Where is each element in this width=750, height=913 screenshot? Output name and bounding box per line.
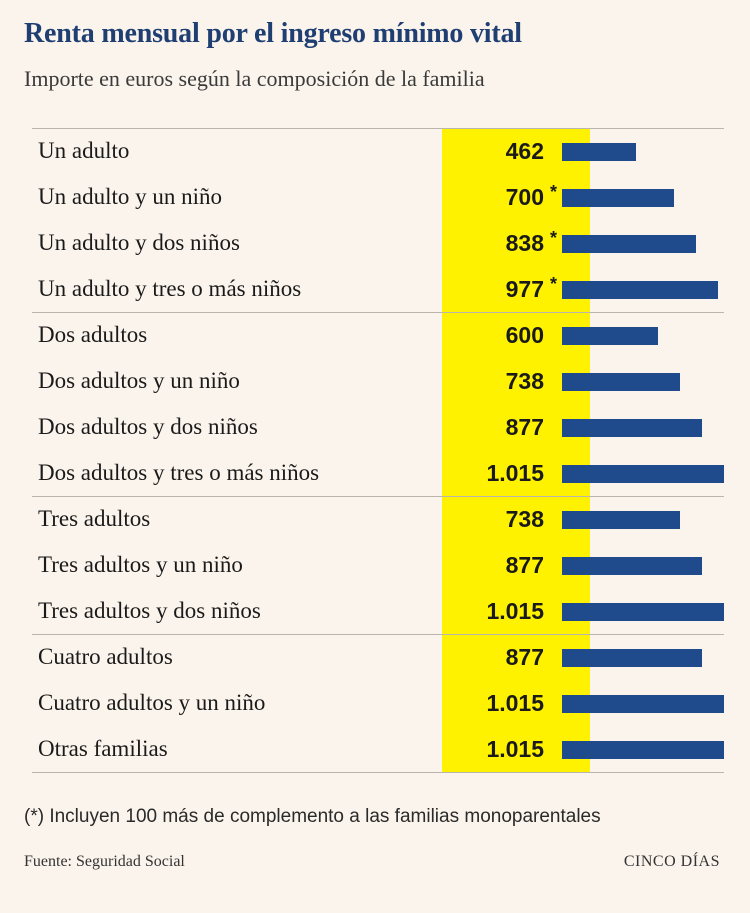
bar	[562, 695, 724, 713]
bar	[562, 143, 636, 161]
group-divider	[32, 496, 724, 497]
table-row: Un adulto y tres o más niños 977 *	[32, 267, 724, 313]
table-row: Cuatro adultos y un niño 1.015	[32, 681, 724, 727]
table-row: Tres adultos y dos niños 1.015	[32, 589, 724, 635]
value-label: 877	[505, 552, 544, 578]
category-label: Un adulto y tres o más niños	[38, 276, 302, 301]
chart-subtitle: Importe en euros según la composición de…	[24, 66, 485, 91]
category-label: Dos adultos y dos niños	[38, 414, 258, 439]
bar	[562, 281, 718, 299]
table-row: Un adulto y un niño 700 *	[32, 175, 724, 221]
category-label: Un adulto	[38, 138, 130, 163]
table-row: Un adulto 462	[32, 129, 724, 175]
value-label: 977	[505, 276, 544, 302]
category-label: Cuatro adultos	[38, 644, 173, 669]
bar	[562, 235, 696, 253]
group-divider	[32, 634, 724, 635]
category-label: Dos adultos y un niño	[38, 368, 240, 393]
bar	[562, 373, 680, 391]
value-label: 838	[505, 230, 544, 256]
category-label: Dos adultos y tres o más niños	[38, 460, 320, 485]
bar	[562, 189, 674, 207]
table-row: Dos adultos 600	[32, 313, 724, 359]
table-row: Un adulto y dos niños 838 *	[32, 221, 724, 267]
group-divider	[32, 128, 724, 129]
category-label: Otras familias	[38, 736, 168, 761]
value-label: 1.015	[486, 598, 544, 624]
category-label: Un adulto y un niño	[38, 184, 222, 209]
table-row: Cuatro adultos 877	[32, 635, 724, 681]
category-label: Un adulto y dos niños	[38, 230, 240, 255]
category-label: Dos adultos	[38, 322, 148, 347]
asterisk-mark: *	[550, 228, 558, 248]
bar	[562, 327, 658, 345]
bar	[562, 419, 702, 437]
value-label: 700	[505, 184, 544, 210]
source-credit: Fuente: Seguridad Social	[24, 853, 185, 870]
table-row: Dos adultos y un niño 738	[32, 359, 724, 405]
table-row: Tres adultos y un niño 877	[32, 543, 724, 589]
value-label: 600	[505, 322, 544, 348]
value-label: 738	[505, 506, 544, 532]
category-label: Tres adultos	[38, 506, 151, 531]
asterisk-mark: *	[550, 274, 558, 294]
value-label: 738	[505, 368, 544, 394]
table-row: Tres adultos 738	[32, 497, 724, 543]
bar	[562, 511, 680, 529]
asterisk-mark: *	[550, 182, 558, 202]
bar	[562, 603, 724, 621]
footnote: (*) Incluyen 100 más de complemento a la…	[24, 806, 601, 827]
publisher-brand: CINCO DÍAS	[623, 853, 720, 870]
table-row: Dos adultos y tres o más niños 1.015	[32, 451, 724, 497]
value-label: 462	[505, 138, 544, 164]
value-label: 1.015	[486, 736, 544, 762]
category-label: Tres adultos y un niño	[38, 552, 243, 577]
bar	[562, 465, 724, 483]
group-divider	[32, 312, 724, 313]
value-label: 877	[505, 644, 544, 670]
group-divider	[32, 772, 724, 773]
table-row: Otras familias 1.015	[32, 727, 724, 773]
value-label: 1.015	[486, 460, 544, 486]
category-label: Tres adultos y dos niños	[38, 598, 261, 623]
value-label: 877	[505, 414, 544, 440]
bar	[562, 649, 702, 667]
value-label: 1.015	[486, 690, 544, 716]
bar	[562, 741, 724, 759]
category-label: Cuatro adultos y un niño	[38, 690, 266, 715]
data-table: Un adulto 462 Un adulto y un niño 700 * Un ad…	[32, 128, 724, 773]
chart-title: Renta mensual por el ingreso mínimo vita…	[24, 18, 522, 49]
bar	[562, 557, 702, 575]
table-row: Dos adultos y dos niños 877	[32, 405, 724, 451]
